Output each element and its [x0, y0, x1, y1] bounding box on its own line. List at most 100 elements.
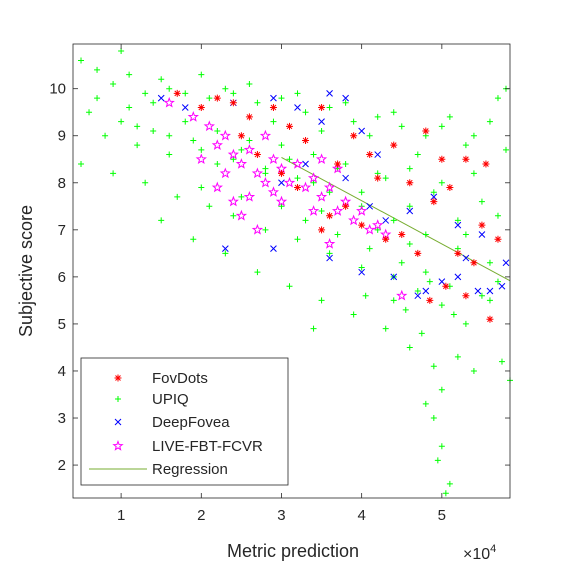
data-point [406, 240, 413, 247]
data-point [382, 175, 389, 182]
plus-mark [342, 160, 349, 167]
x-tick-label: 5 [438, 507, 446, 524]
plus-mark [278, 203, 285, 210]
star-mark [283, 176, 296, 188]
plus-mark [450, 311, 457, 318]
plus-mark [358, 264, 365, 271]
plus-mark [470, 170, 477, 177]
y-tick-label: 6 [58, 269, 66, 286]
data-point [157, 94, 165, 102]
axes-box [72, 43, 511, 499]
plus-mark [238, 146, 245, 153]
x-mark [221, 245, 229, 253]
data-point [318, 208, 325, 215]
plus-mark [150, 128, 157, 135]
plus-mark [422, 269, 429, 276]
plus-mark [318, 128, 325, 135]
legend-label-regression: Regression [152, 461, 228, 478]
star-mark [323, 237, 336, 249]
data-point [174, 193, 181, 200]
data-point [318, 118, 325, 125]
data-point [197, 104, 205, 112]
data-point [334, 231, 341, 238]
star-mark [315, 190, 328, 202]
data-point [406, 344, 413, 351]
data-point [374, 113, 381, 120]
data-point [462, 292, 470, 300]
data-point [310, 325, 317, 332]
data-point [182, 90, 189, 97]
plus-mark [302, 109, 309, 116]
plus-mark [414, 151, 421, 158]
x-ticks-group: 1 2 3 4 5 [117, 44, 446, 524]
data-point [362, 292, 369, 299]
x-mark [406, 207, 414, 215]
asterisk-mark [229, 99, 237, 107]
data-point [462, 320, 469, 327]
data-point [482, 160, 490, 168]
series-fovdots [173, 89, 502, 323]
data-point [118, 48, 125, 55]
data-point [398, 123, 405, 130]
asterisk-mark [430, 198, 438, 206]
plus-mark [238, 193, 245, 200]
data-point [350, 311, 357, 318]
plus-mark [246, 137, 253, 144]
data-point [307, 172, 320, 183]
data-point [372, 219, 384, 230]
data-point [426, 296, 434, 304]
data-point [110, 80, 117, 87]
asterisk-mark [334, 160, 342, 168]
y-tick-label: 3 [58, 410, 66, 427]
data-point [150, 128, 157, 135]
plus-mark [302, 217, 309, 224]
plus-mark [446, 113, 453, 120]
data-point [438, 123, 445, 130]
asterisk-mark [245, 113, 253, 121]
data-point [350, 132, 358, 140]
plus-mark [390, 297, 397, 304]
data-point [454, 273, 462, 281]
plus-mark [318, 297, 325, 304]
data-points-group [78, 48, 513, 497]
data-point [406, 179, 414, 187]
data-point [502, 259, 510, 267]
data-point [102, 132, 109, 139]
data-point [462, 155, 470, 163]
data-point [348, 214, 360, 226]
data-point [402, 306, 409, 313]
plus-mark [134, 142, 141, 149]
data-point [307, 205, 320, 216]
data-point [342, 99, 349, 106]
data-point [446, 113, 453, 120]
star-mark [163, 96, 175, 108]
data-point [446, 480, 453, 487]
data-point [326, 212, 334, 220]
x-tick-label: 2 [197, 507, 205, 524]
data-point [390, 273, 398, 281]
plus-mark [454, 217, 461, 224]
plus-mark [390, 109, 397, 116]
legend-label-deepfovea: DeepFovea [152, 414, 230, 431]
asterisk-mark [426, 296, 434, 304]
data-point [237, 132, 245, 140]
star-mark [219, 167, 231, 179]
plus-mark [278, 142, 285, 149]
data-point [438, 386, 445, 393]
data-point [222, 85, 229, 92]
plus-mark [286, 156, 293, 163]
asterisk-mark [374, 174, 382, 182]
data-point [358, 221, 366, 229]
x-mark [454, 273, 462, 281]
data-point [422, 400, 429, 407]
star-mark [251, 167, 264, 179]
data-point [270, 245, 277, 253]
data-point [358, 127, 366, 135]
data-point [235, 209, 248, 221]
data-point [243, 143, 256, 155]
data-point [294, 104, 301, 111]
asterisk-mark [350, 132, 358, 140]
data-point [450, 311, 457, 318]
data-point [181, 104, 189, 111]
data-point [494, 235, 502, 243]
